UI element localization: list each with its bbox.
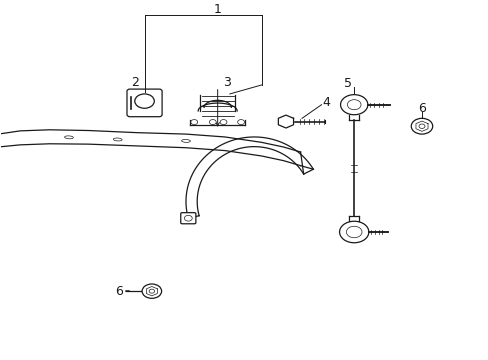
Circle shape xyxy=(209,120,216,125)
Circle shape xyxy=(346,226,361,238)
Circle shape xyxy=(339,221,368,243)
FancyBboxPatch shape xyxy=(127,89,162,117)
Ellipse shape xyxy=(181,139,190,142)
Ellipse shape xyxy=(64,136,73,139)
Ellipse shape xyxy=(113,138,122,141)
Circle shape xyxy=(149,289,154,293)
Circle shape xyxy=(184,215,192,221)
Circle shape xyxy=(135,94,154,108)
Polygon shape xyxy=(185,137,313,218)
Circle shape xyxy=(340,95,367,115)
Polygon shape xyxy=(0,130,300,166)
Circle shape xyxy=(410,118,432,134)
Circle shape xyxy=(142,284,161,298)
Text: 5: 5 xyxy=(343,77,351,90)
Circle shape xyxy=(237,120,244,125)
Circle shape xyxy=(418,124,424,129)
Text: 2: 2 xyxy=(131,76,139,89)
Text: 1: 1 xyxy=(213,3,221,16)
Polygon shape xyxy=(278,115,293,128)
FancyBboxPatch shape xyxy=(181,213,196,224)
Circle shape xyxy=(190,120,197,125)
Text: 3: 3 xyxy=(223,76,231,89)
Text: 4: 4 xyxy=(322,96,330,109)
Circle shape xyxy=(220,120,226,125)
Text: 6: 6 xyxy=(115,285,123,298)
Text: 6: 6 xyxy=(417,102,425,115)
Circle shape xyxy=(346,100,360,110)
